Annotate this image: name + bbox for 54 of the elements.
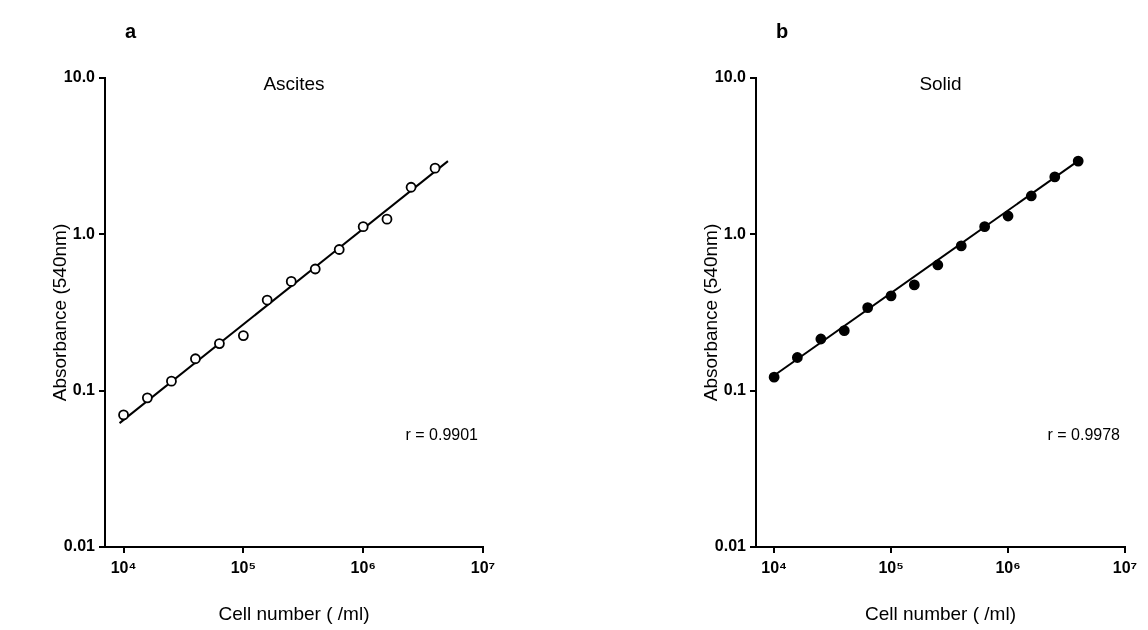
x-tick-label: 10⁵ (230, 559, 257, 577)
y-tick-label: 0.1 (723, 381, 747, 399)
x-axis-title: Cell number ( /ml) (865, 602, 1016, 624)
point (166, 375, 177, 387)
x-tick-label: 10⁷ (470, 559, 496, 577)
point (955, 240, 967, 252)
point (768, 371, 780, 383)
point (1049, 171, 1061, 183)
annotation: r = 0.9978 (1047, 426, 1121, 444)
point (333, 244, 345, 255)
point (862, 302, 874, 313)
point (261, 294, 273, 306)
point (118, 409, 129, 421)
point (885, 290, 897, 302)
chart-title: a (125, 19, 137, 42)
point (908, 279, 920, 291)
y-axis-title: Absorbance (540nm) (48, 223, 70, 402)
point (979, 221, 991, 233)
point (1002, 210, 1014, 222)
point (1072, 155, 1084, 167)
y-tick-label: 0.01 (714, 537, 747, 555)
point (791, 352, 803, 363)
point (285, 275, 297, 287)
point (429, 162, 441, 174)
x-tick-label: 10⁴ (761, 559, 788, 577)
point (190, 353, 201, 365)
y-axis-title: Absorbance (540nm) (699, 223, 721, 402)
x-tick-label: 10⁵ (878, 559, 904, 577)
chart-subtitle: Ascites (263, 73, 325, 95)
y-tick-label: 1.0 (723, 224, 747, 242)
point (214, 338, 225, 350)
x-tick-label: 10⁶ (995, 559, 1021, 577)
chart-subtitle: Solid (919, 73, 962, 95)
chart-title: b (776, 19, 789, 42)
y-tick-label: 10.0 (714, 68, 747, 86)
point (815, 333, 827, 345)
x-tick-label: 10⁶ (350, 559, 376, 577)
point (357, 221, 369, 233)
point (838, 325, 850, 337)
point (309, 263, 321, 275)
y-tick-label: 0.01 (63, 537, 96, 555)
point (1025, 190, 1037, 202)
point (932, 259, 944, 271)
y-tick-label: 10.0 (63, 68, 96, 86)
x-tick-label: 10⁴ (110, 559, 137, 577)
x-tick-label: 10⁷ (1112, 559, 1138, 577)
y-tick-label: 0.1 (72, 381, 96, 399)
y-tick-label: 1.0 (72, 224, 96, 242)
point (381, 213, 393, 225)
point (405, 181, 417, 193)
point (237, 330, 249, 342)
annotation: r = 0.9901 (405, 426, 479, 444)
x-axis-title: Cell number ( /ml) (218, 602, 370, 624)
point (141, 392, 153, 404)
